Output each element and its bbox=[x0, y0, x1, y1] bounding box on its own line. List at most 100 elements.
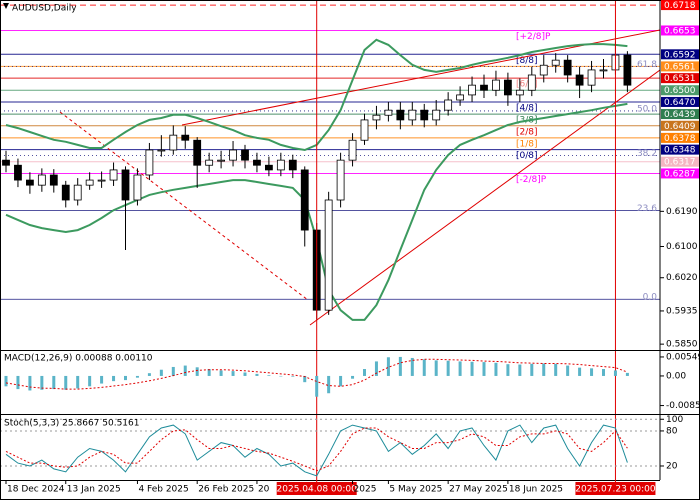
level-label: 0.6470 bbox=[664, 98, 696, 108]
level-label: 0.6592 bbox=[664, 50, 696, 60]
candle-body bbox=[563, 59, 572, 76]
macd-bar bbox=[28, 375, 32, 391]
chart-title: AUDUSD,Daily bbox=[12, 4, 77, 14]
candle-body bbox=[217, 159, 226, 162]
macd-bar bbox=[422, 359, 426, 376]
candle-body bbox=[229, 149, 237, 161]
macd-bar bbox=[613, 370, 617, 376]
candle-body bbox=[492, 79, 500, 91]
fib-label: 50.0 bbox=[637, 104, 657, 114]
candle-body bbox=[288, 159, 297, 171]
macd-pane bbox=[4, 351, 629, 414]
level-box bbox=[661, 132, 699, 143]
level-box bbox=[661, 96, 699, 107]
y-tick-label: 0.5935 bbox=[666, 306, 698, 316]
level-label: 0.6439 bbox=[664, 110, 696, 120]
macd-bar bbox=[279, 375, 283, 377]
candle-body bbox=[73, 184, 82, 201]
level-label: 0.6348 bbox=[664, 146, 696, 156]
level-label: 0.6287 bbox=[664, 169, 696, 179]
y-tick-label: 0.5850 bbox=[666, 340, 698, 350]
level-label: 0.6653 bbox=[664, 26, 696, 36]
candle-body bbox=[480, 84, 488, 91]
macd-bar bbox=[231, 371, 235, 376]
x-tick-label: 18 Dec 2024 bbox=[7, 485, 65, 495]
symbol-icon bbox=[3, 3, 9, 9]
macd-bar bbox=[351, 375, 355, 379]
level-box bbox=[661, 109, 699, 120]
x-tick-label: 2025.04.08 00:00 bbox=[277, 485, 358, 495]
murray-label: [1/8] bbox=[516, 139, 538, 149]
candle-body bbox=[372, 114, 381, 121]
level-box bbox=[661, 168, 699, 179]
level-label: 0.6409 bbox=[664, 122, 696, 132]
macd-bar bbox=[100, 375, 104, 384]
macd-bar bbox=[470, 361, 474, 376]
level-box bbox=[661, 25, 699, 36]
macd-bar bbox=[267, 375, 271, 376]
x-tick-label: 13 Jan 2025 bbox=[67, 485, 121, 495]
fib-label: 23.6 bbox=[637, 204, 657, 214]
macd-bar bbox=[602, 369, 605, 376]
candle-body bbox=[25, 179, 34, 186]
macd-bar bbox=[76, 375, 80, 389]
stoch-title: Stoch(5,3,3) 25.8667 50.5161 bbox=[4, 419, 139, 429]
level-label: 0.6531 bbox=[664, 74, 696, 84]
macd-bar bbox=[410, 357, 414, 376]
macd-bar bbox=[458, 361, 462, 376]
macd-bar bbox=[494, 362, 498, 376]
macd-bar bbox=[207, 369, 211, 376]
candle-body bbox=[121, 169, 130, 201]
candle-body bbox=[169, 134, 178, 151]
candle-body bbox=[348, 139, 357, 161]
fib-label: 38.2 bbox=[637, 149, 657, 159]
macd-bar bbox=[315, 375, 319, 397]
candle-body bbox=[336, 159, 345, 201]
macd-bar bbox=[374, 361, 378, 376]
macd-bar bbox=[64, 375, 68, 390]
candle-body bbox=[539, 64, 548, 76]
macd-bar bbox=[112, 375, 116, 382]
macd-bar bbox=[219, 370, 223, 376]
murray-label: [-2/8]P bbox=[516, 175, 547, 185]
stoch-pane bbox=[0, 415, 660, 480]
level-box bbox=[661, 156, 699, 167]
candle-body bbox=[420, 109, 429, 121]
candle-body bbox=[503, 79, 512, 96]
stoch-line bbox=[5, 427, 628, 472]
level-label: 0.6718 bbox=[664, 1, 696, 11]
macd-bar bbox=[434, 360, 438, 376]
y-tick-label: 80 bbox=[666, 426, 678, 436]
candle-body bbox=[145, 149, 154, 176]
macd-bar bbox=[386, 357, 390, 376]
level-box bbox=[661, 61, 699, 72]
y-tick-label: 0.00549 bbox=[666, 352, 700, 362]
candle-body bbox=[587, 69, 596, 86]
candle-body bbox=[181, 134, 190, 141]
macd-bar bbox=[506, 364, 510, 376]
macd-bar bbox=[339, 375, 343, 387]
candle-body bbox=[324, 199, 333, 311]
macd-bar bbox=[398, 356, 402, 376]
x-tick-label: 2025 bbox=[354, 485, 377, 495]
y-tick-label: 0.6190 bbox=[666, 207, 698, 217]
x-tick-label: 2025.07.23 00:00 bbox=[575, 485, 656, 495]
candle-body bbox=[360, 119, 369, 141]
date-box bbox=[276, 482, 357, 495]
candle-body bbox=[264, 164, 273, 171]
macd-bar bbox=[554, 363, 558, 376]
signal-line bbox=[5, 358, 628, 390]
level-box bbox=[661, 73, 699, 84]
candle-body bbox=[49, 174, 58, 186]
macd-title: MACD(12,26,9) 0.00088 0.00110 bbox=[4, 354, 153, 364]
macd-bar bbox=[135, 375, 139, 378]
y-tick-label: -0.00856 bbox=[666, 401, 700, 411]
candle-body bbox=[551, 59, 560, 66]
candle-body bbox=[109, 169, 118, 181]
x-tick-label: 20 bbox=[258, 485, 270, 495]
candle-body bbox=[575, 74, 584, 86]
level-label: 0.6561 bbox=[664, 62, 696, 72]
macd-bar bbox=[40, 375, 44, 390]
